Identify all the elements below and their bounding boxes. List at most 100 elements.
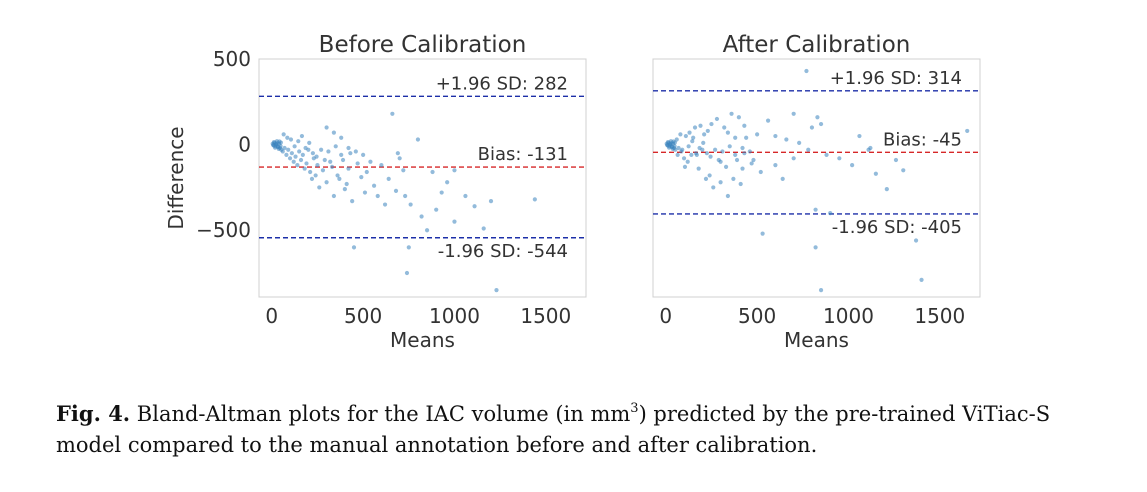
panel1-data-point <box>406 245 411 250</box>
panel2-data-point <box>755 132 760 137</box>
panel1-data-point <box>390 111 395 116</box>
panel1-data-point <box>271 142 276 148</box>
panel2-data-point <box>884 187 889 192</box>
panel1-data-point <box>348 151 353 156</box>
panel1-data-point <box>315 163 320 168</box>
panel2-data-point <box>901 168 906 173</box>
panel2-data-point <box>813 245 818 250</box>
panel1-data-point <box>375 193 380 199</box>
panel2-data-point <box>828 211 833 216</box>
panel1-data-point <box>494 288 499 293</box>
panel2-data-point <box>837 156 842 161</box>
panel2-data-point <box>791 111 796 116</box>
figure-caption: Fig. 4. Bland-Altman plots for the IAC v… <box>56 398 1116 461</box>
panel2-data-point <box>804 68 809 74</box>
panel2-data-point <box>714 116 720 122</box>
panel2-data-point <box>720 149 725 154</box>
panel1-data-point <box>379 163 384 168</box>
panel2-data-point <box>734 157 740 163</box>
panel1-reference-line-label-1: +1.96 SD: 282 <box>436 73 568 94</box>
panel2-data-point <box>671 139 676 144</box>
panel1-data-point <box>488 199 494 204</box>
panel2-x-tick-label: 500 <box>738 304 776 328</box>
panel1-data-point <box>355 161 360 166</box>
panel2-data-point <box>780 176 785 181</box>
panel2-chart-title: After Calibration <box>723 32 911 58</box>
panel1-data-point <box>285 135 290 140</box>
panel2-data-point <box>919 277 924 282</box>
panel2-data-point <box>797 140 802 145</box>
panel2-data-point <box>744 135 749 140</box>
panel2-data-point <box>813 207 818 212</box>
panel1-data-point <box>452 168 457 173</box>
panel1-data-point <box>287 156 293 161</box>
panel1-y-axis-label: Difference <box>164 126 188 229</box>
panel1-data-point <box>295 163 300 168</box>
panel2-data-point <box>702 132 707 137</box>
panel1-y-tick-label: 0 <box>238 133 251 157</box>
panel1-data-point <box>404 270 410 276</box>
panel2-data-point <box>784 137 789 142</box>
panel1-data-point <box>293 154 298 159</box>
panel2-data-point <box>725 193 730 199</box>
panel2-data-point <box>705 128 710 134</box>
panel2-data-point <box>729 111 734 116</box>
caption-text-part2: ) predicted by the pre-trained ViTiac-S … <box>56 402 1051 457</box>
panel2-data-point <box>697 145 702 151</box>
panel1-data-point <box>286 147 291 152</box>
panel1-data-point <box>335 173 340 178</box>
panel2-data-point <box>765 118 771 123</box>
panel2-data-point <box>731 176 736 181</box>
panel2-data-point <box>704 151 709 156</box>
panel2-data-point <box>873 171 878 176</box>
panel2-data-point <box>686 144 691 149</box>
panel1-data-point <box>532 197 537 202</box>
panel1-data-point <box>472 204 477 209</box>
panel2-data-point <box>758 169 763 175</box>
panel2-data-point <box>818 121 824 127</box>
panel2-data-point <box>824 152 829 157</box>
panel1-data-point <box>346 166 351 171</box>
panel2-data-point <box>736 115 741 120</box>
panel2-data-point <box>866 147 871 152</box>
panel2-data-point <box>740 166 745 171</box>
panel2-data-point <box>708 154 713 159</box>
panel1-data-point <box>393 188 399 193</box>
panel1-data-point <box>386 176 391 181</box>
panel2-data-point <box>669 144 674 149</box>
panel1-data-point <box>309 176 315 181</box>
panel2-data-point <box>681 156 687 161</box>
panel2-data-point <box>691 135 696 140</box>
panel1-data-point <box>359 175 364 180</box>
panel1-data-point <box>403 193 408 199</box>
panel1-reference-line-label-2: Bias: -131 <box>478 144 568 165</box>
panel2-data-point <box>850 163 855 168</box>
panel2-data-point <box>722 125 727 130</box>
panel2-data-point <box>665 142 670 148</box>
panel1-data-point <box>371 183 377 188</box>
panel2-x-tick-label: 1000 <box>823 304 874 328</box>
panel1-data-point <box>314 154 319 159</box>
panel2-data-point <box>806 147 811 152</box>
panel2-data-point <box>676 145 681 151</box>
panel1-data-point <box>292 144 297 149</box>
panel1-data-point <box>481 226 486 231</box>
panel1-reference-line-label-3: -1.96 SD: -544 <box>438 241 568 262</box>
panel1-data-point <box>296 139 301 144</box>
panel2-data-point <box>725 130 730 135</box>
panel1-data-point <box>291 159 296 164</box>
panel2-data-point <box>742 151 747 156</box>
panel2-data-point <box>690 139 695 144</box>
panel1-data-point <box>331 193 336 199</box>
panel1-data-point <box>289 151 294 156</box>
panel1-data-point <box>344 181 349 187</box>
panel1-data-point <box>317 185 322 190</box>
panel1-data-point <box>434 207 439 212</box>
panel1-chart-title: Before Calibration <box>319 32 527 58</box>
caption-label: Fig. 4. <box>56 401 131 426</box>
panel1-data-point <box>430 169 435 175</box>
panel1-data-point <box>362 190 368 195</box>
panel1-data-point <box>339 152 344 157</box>
panel2-data-point <box>673 147 678 152</box>
panel1-data-point <box>397 156 402 161</box>
